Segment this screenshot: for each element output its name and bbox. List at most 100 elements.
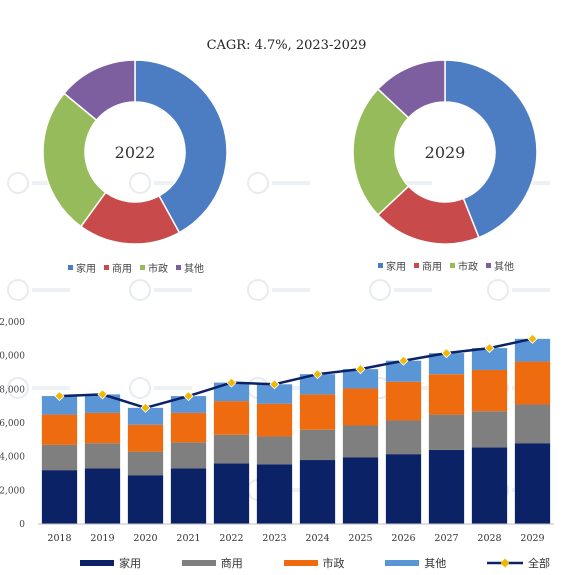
legend-label: 商用 — [220, 557, 243, 570]
bar-segment-2025-2 — [342, 388, 379, 426]
x-tick-label: 2026 — [391, 533, 415, 544]
bar-segment-2018-3 — [41, 396, 78, 415]
bar-segment-2021-0 — [170, 468, 207, 524]
bar-segment-2027-1 — [428, 414, 465, 450]
bar-segment-2022-1 — [213, 434, 250, 464]
bar-chart-legend: 家用 商用 市政 其他 全部 — [80, 555, 550, 571]
legend-label: 全部 — [528, 557, 550, 570]
bar-segment-2019-3 — [84, 394, 121, 413]
legend-item: 家用 — [80, 555, 141, 571]
bar-segment-2021-1 — [170, 442, 207, 469]
legend-swatch — [140, 265, 145, 270]
bar-segment-2023-1 — [256, 436, 293, 465]
legend-item: 商用 — [414, 258, 442, 273]
total-line — [59, 337, 533, 410]
legend-label: 市政 — [458, 262, 478, 273]
x-tick-label: 2024 — [305, 533, 329, 544]
legend-label: 家用 — [76, 264, 96, 275]
bar-segment-2028-2 — [471, 369, 508, 412]
legend-swatch — [104, 265, 109, 270]
bar-segment-2028-0 — [471, 447, 508, 524]
legend-item: 市政 — [140, 260, 168, 275]
donut-center-label: 2022 — [115, 143, 156, 162]
bar-segment-2021-2 — [170, 412, 207, 443]
total-marker-2026 — [398, 355, 409, 366]
legend-label: 家用 — [119, 557, 141, 570]
y-tick-label: 2,000 — [0, 486, 25, 496]
chart-title: CAGR: 4.7%, 2023-2029 — [206, 38, 367, 53]
donut-chart-2022: 2022 — [42, 59, 228, 245]
stacked-bar-chart: 0 2,000 4,000 6,000 8,000 10,000 12,000 2018 201… — [0, 318, 554, 544]
bar-segment-2025-0 — [342, 457, 379, 524]
legend-label: 其他 — [424, 557, 447, 570]
legend-item: 商用 — [181, 555, 243, 571]
legend-swatch — [68, 265, 73, 270]
bar-segment-2025-3 — [342, 369, 379, 389]
bar-segment-2025-1 — [342, 425, 379, 458]
legend-item: 市政 — [450, 258, 478, 273]
legend-swatch — [486, 263, 491, 268]
bar-segment-2029-1 — [514, 404, 551, 444]
legend-item: 其他 — [176, 260, 204, 275]
bar-segment-2019-1 — [84, 443, 121, 469]
bar-segment-2028-3 — [471, 348, 508, 370]
legend-swatch — [176, 265, 181, 270]
legend-item: 家用 — [378, 258, 406, 273]
legend-label: 市政 — [148, 264, 168, 275]
total-marker-2019 — [97, 389, 108, 400]
total-marker-2027 — [441, 348, 452, 359]
donut-slice-1-3 — [63, 59, 136, 122]
legend-swatch — [181, 560, 216, 566]
total-marker-2023 — [269, 379, 280, 390]
bar-segment-2029-3 — [514, 338, 551, 362]
donut-slice-2-2 — [352, 87, 410, 217]
legend-label: 市政 — [322, 557, 345, 570]
bar-segment-2028-1 — [471, 411, 508, 448]
legend-item: 其他 — [385, 555, 446, 571]
bar-segment-2024-2 — [299, 394, 336, 430]
bar-segment-2027-3 — [428, 353, 465, 375]
bar-segment-2020-3 — [127, 407, 164, 425]
legend-label: 其他 — [184, 264, 204, 275]
donut-center-label: 2029 — [425, 143, 466, 162]
legend-label: 家用 — [386, 262, 406, 273]
bar-segment-2024-3 — [299, 374, 336, 395]
y-tick-label: 4,000 — [0, 453, 25, 463]
x-tick-label: 2029 — [520, 533, 544, 544]
legend-label: 商用 — [112, 264, 132, 275]
bar-segment-2019-0 — [84, 468, 121, 524]
y-tick-label: 8,000 — [0, 385, 25, 395]
bar-segment-2020-2 — [127, 424, 164, 452]
donut-slice-2-3 — [376, 59, 446, 119]
x-tick-label: 2028 — [477, 533, 501, 544]
donut-slice-2-0 — [444, 59, 538, 239]
x-tick-label: 2019 — [90, 533, 114, 544]
y-tick-label: 10,000 — [0, 352, 25, 362]
legend-item: 家用 — [68, 260, 96, 275]
donut-slice-1-0 — [134, 59, 228, 234]
total-marker-2021 — [183, 391, 194, 402]
y-tick-label: 0 — [19, 520, 25, 530]
legend-swatch — [487, 558, 523, 568]
bar-segment-2024-1 — [299, 429, 336, 461]
total-marker-2025 — [355, 364, 366, 375]
bar-segment-2018-0 — [41, 470, 78, 524]
total-marker-2028 — [484, 343, 495, 354]
legend-swatch — [283, 560, 318, 566]
bar-segment-2029-2 — [514, 361, 551, 405]
bar-segment-2022-3 — [213, 382, 250, 402]
bar-segment-2018-2 — [41, 414, 78, 445]
legend-item: 市政 — [283, 555, 345, 571]
donut-legend-2029: 家用 商用 市政 其他 — [378, 258, 514, 273]
legend-swatch — [378, 263, 383, 268]
bar-segment-2023-3 — [256, 384, 293, 404]
bar-segment-2021-3 — [170, 396, 207, 413]
bar-segment-2026-3 — [385, 360, 422, 382]
legend-label: 商用 — [422, 262, 442, 273]
bar-segment-2020-1 — [127, 451, 164, 476]
total-marker-2020 — [140, 402, 151, 413]
bar-segment-2024-0 — [299, 460, 336, 524]
legend-swatch — [80, 560, 114, 566]
bar-segment-2020-0 — [127, 475, 164, 524]
total-marker-2029 — [527, 333, 538, 344]
